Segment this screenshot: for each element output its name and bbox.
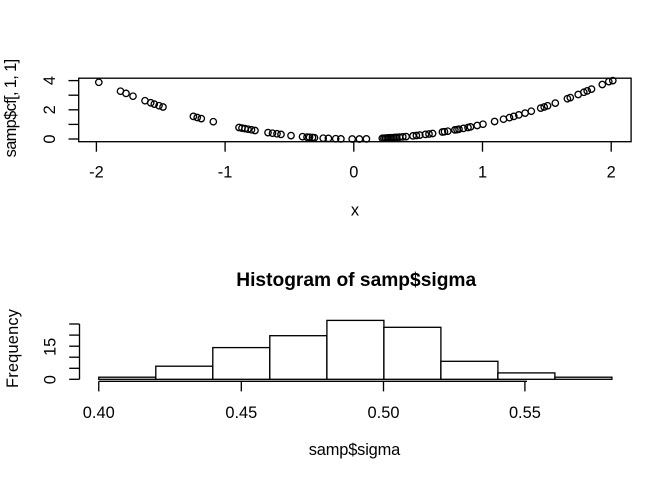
svg-text:0.50: 0.50 bbox=[368, 404, 400, 422]
svg-text:-2: -2 bbox=[89, 164, 104, 182]
svg-text:Histogram of samp$sigma: Histogram of samp$sigma bbox=[236, 270, 476, 291]
svg-text:0: 0 bbox=[41, 134, 59, 143]
svg-text:samp$cf[, 1, 1]: samp$cf[, 1, 1] bbox=[2, 59, 20, 157]
svg-text:0: 0 bbox=[349, 164, 358, 182]
svg-text:2: 2 bbox=[607, 164, 616, 182]
svg-text:0.40: 0.40 bbox=[83, 404, 115, 422]
svg-text:0.55: 0.55 bbox=[509, 404, 541, 422]
svg-text:x: x bbox=[351, 202, 360, 220]
svg-text:15: 15 bbox=[41, 338, 59, 356]
svg-text:0: 0 bbox=[41, 375, 59, 384]
svg-text:Frequency: Frequency bbox=[4, 308, 22, 388]
svg-text:-1: -1 bbox=[218, 164, 233, 182]
svg-text:samp$sigma: samp$sigma bbox=[309, 441, 401, 459]
svg-text:0.45: 0.45 bbox=[225, 404, 257, 422]
svg-text:4: 4 bbox=[41, 76, 59, 85]
svg-text:2: 2 bbox=[41, 105, 59, 114]
svg-text:1: 1 bbox=[478, 164, 487, 182]
